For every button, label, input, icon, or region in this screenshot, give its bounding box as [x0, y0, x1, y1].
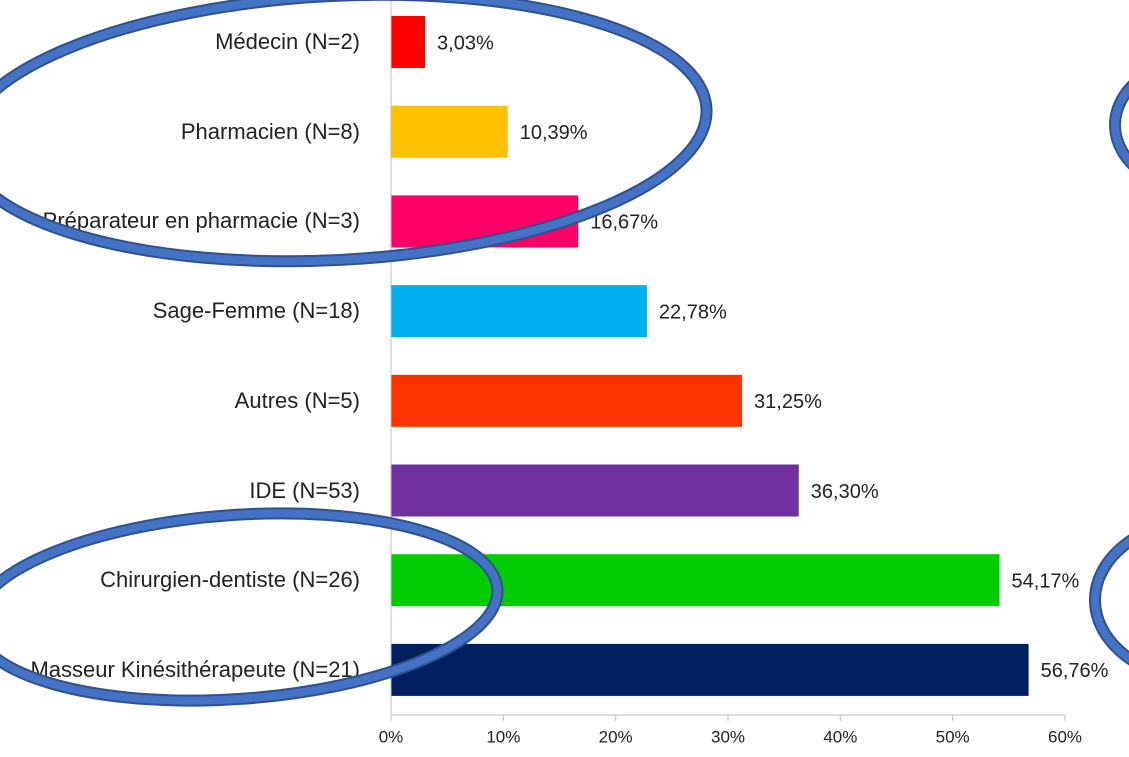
- bar: [391, 195, 579, 248]
- category-text: Masseur Kinésithérapeute (N=21): [30, 656, 360, 682]
- category-label: Sage-Femme (N=18): [10, 271, 360, 351]
- category-text: Chirurgien-dentiste (N=26): [100, 567, 360, 593]
- data-label: 3,03%: [437, 32, 494, 54]
- category-text: Préparateur en pharmacie (N=3): [42, 208, 360, 234]
- category-label: Chirurgien-dentiste (N=26): [10, 540, 360, 620]
- category-label: Autres (N=5): [10, 361, 360, 441]
- x-tick-label: 0%: [379, 727, 404, 746]
- data-label: 31,25%: [754, 391, 822, 413]
- x-tick-label: 30%: [711, 727, 745, 746]
- data-label: 56,76%: [1041, 660, 1109, 682]
- x-tick-label: 50%: [936, 727, 970, 746]
- bar: [391, 554, 1000, 607]
- bar: [391, 285, 647, 338]
- category-label: Médecin (N=2): [10, 2, 360, 82]
- category-label: Pharmacien (N=8): [10, 92, 360, 172]
- category-text: Autres (N=5): [234, 387, 360, 413]
- data-label: 22,78%: [659, 301, 727, 323]
- category-text: Sage-Femme (N=18): [152, 298, 360, 324]
- bar: [391, 105, 508, 158]
- data-label: 36,30%: [811, 481, 879, 503]
- category-text: IDE (N=53): [249, 477, 360, 503]
- category-text: Médecin (N=2): [215, 29, 360, 54]
- bar: [391, 374, 743, 427]
- x-tick-label: 20%: [599, 727, 633, 746]
- bar: [391, 16, 426, 68]
- x-tick-label: 60%: [1048, 727, 1082, 746]
- bar: [391, 464, 799, 517]
- data-label: 16,67%: [590, 212, 658, 234]
- data-label: 10,39%: [520, 122, 588, 144]
- x-tick-label: 10%: [486, 727, 520, 746]
- category-label: Masseur Kinésithérapeute (N=21): [10, 630, 360, 710]
- category-text: Pharmacien (N=8): [180, 118, 360, 144]
- x-tick-label: 40%: [823, 727, 857, 746]
- data-label: 54,17%: [1012, 570, 1080, 592]
- bar: [391, 643, 1029, 696]
- category-label: IDE (N=53): [10, 451, 360, 531]
- category-label: Préparateur en pharmacie (N=3): [10, 181, 360, 261]
